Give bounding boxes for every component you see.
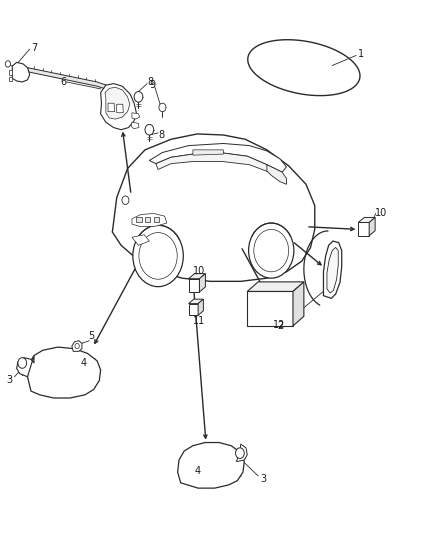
Text: 11: 11 bbox=[193, 316, 205, 326]
Circle shape bbox=[139, 232, 177, 279]
Polygon shape bbox=[132, 235, 149, 245]
Text: 4: 4 bbox=[194, 466, 201, 475]
Polygon shape bbox=[323, 241, 342, 298]
Polygon shape bbox=[132, 214, 167, 227]
Circle shape bbox=[249, 223, 294, 278]
Polygon shape bbox=[156, 153, 269, 172]
Polygon shape bbox=[358, 222, 369, 236]
Circle shape bbox=[145, 124, 154, 135]
Polygon shape bbox=[108, 103, 115, 112]
Text: 5: 5 bbox=[88, 332, 95, 342]
Text: 3: 3 bbox=[7, 375, 13, 385]
Polygon shape bbox=[188, 273, 205, 279]
Text: 4: 4 bbox=[81, 358, 87, 368]
Text: 6: 6 bbox=[60, 77, 67, 87]
Polygon shape bbox=[28, 68, 117, 93]
Polygon shape bbox=[149, 143, 286, 172]
Polygon shape bbox=[72, 341, 82, 351]
Polygon shape bbox=[198, 299, 203, 316]
Text: 1: 1 bbox=[358, 50, 364, 59]
Polygon shape bbox=[237, 444, 247, 462]
Text: 2: 2 bbox=[277, 321, 283, 331]
Polygon shape bbox=[131, 122, 139, 128]
Circle shape bbox=[254, 229, 289, 272]
Polygon shape bbox=[188, 304, 198, 316]
Polygon shape bbox=[358, 217, 375, 222]
Polygon shape bbox=[247, 282, 304, 292]
Polygon shape bbox=[12, 62, 30, 82]
Polygon shape bbox=[113, 134, 315, 281]
Text: 8: 8 bbox=[148, 77, 154, 87]
Polygon shape bbox=[28, 347, 101, 398]
Text: 10: 10 bbox=[193, 266, 205, 276]
Polygon shape bbox=[188, 299, 203, 304]
Polygon shape bbox=[136, 216, 141, 222]
Text: 8: 8 bbox=[158, 130, 164, 140]
Circle shape bbox=[159, 103, 166, 112]
Polygon shape bbox=[199, 273, 205, 292]
Polygon shape bbox=[154, 216, 159, 222]
Polygon shape bbox=[9, 77, 12, 81]
Circle shape bbox=[134, 92, 143, 102]
Circle shape bbox=[122, 196, 129, 205]
Polygon shape bbox=[293, 282, 304, 326]
Polygon shape bbox=[193, 150, 223, 155]
Polygon shape bbox=[145, 216, 150, 222]
Circle shape bbox=[236, 448, 244, 458]
Polygon shape bbox=[267, 165, 286, 184]
Polygon shape bbox=[178, 442, 244, 488]
Circle shape bbox=[75, 343, 79, 349]
Polygon shape bbox=[105, 87, 130, 119]
Polygon shape bbox=[101, 84, 136, 130]
Polygon shape bbox=[369, 217, 375, 236]
Text: 3: 3 bbox=[260, 474, 266, 483]
Circle shape bbox=[5, 61, 11, 67]
Polygon shape bbox=[248, 40, 360, 95]
Text: 9: 9 bbox=[149, 80, 155, 90]
Polygon shape bbox=[117, 104, 123, 113]
Circle shape bbox=[18, 358, 27, 368]
Polygon shape bbox=[327, 247, 338, 293]
Polygon shape bbox=[247, 292, 293, 326]
Polygon shape bbox=[132, 113, 140, 119]
Text: 7: 7 bbox=[31, 43, 37, 53]
Polygon shape bbox=[9, 70, 12, 75]
Polygon shape bbox=[188, 279, 199, 292]
Circle shape bbox=[133, 225, 184, 287]
Text: 10: 10 bbox=[375, 208, 387, 219]
Text: 12: 12 bbox=[273, 320, 286, 330]
Polygon shape bbox=[17, 356, 34, 377]
